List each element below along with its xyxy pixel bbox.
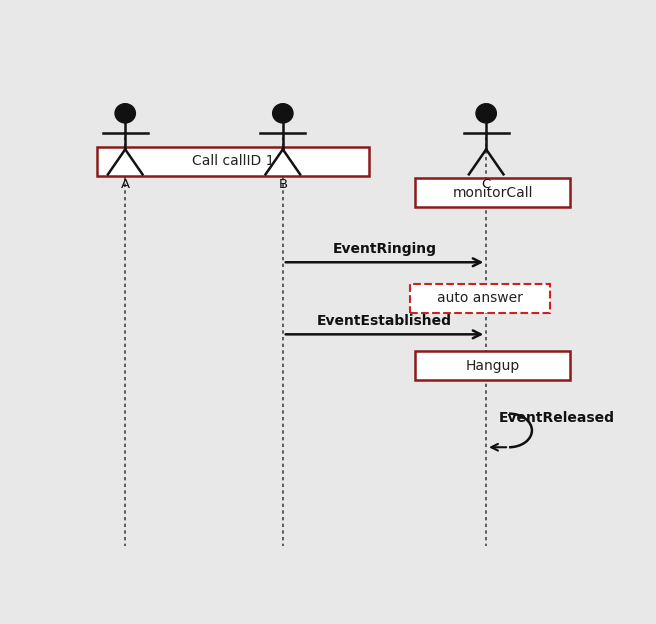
Text: B: B bbox=[278, 178, 287, 191]
Text: Call callID 1: Call callID 1 bbox=[192, 154, 274, 168]
Text: EventReleased: EventReleased bbox=[499, 411, 615, 426]
Bar bbox=[410, 284, 550, 313]
Circle shape bbox=[476, 104, 497, 123]
Bar bbox=[415, 178, 570, 207]
Text: C: C bbox=[482, 178, 491, 191]
Text: Hangup: Hangup bbox=[465, 359, 520, 373]
Text: EventRinging: EventRinging bbox=[333, 242, 436, 256]
Text: A: A bbox=[121, 178, 130, 191]
Bar bbox=[97, 147, 369, 176]
Text: auto answer: auto answer bbox=[437, 291, 523, 305]
Text: EventEstablished: EventEstablished bbox=[317, 314, 452, 328]
Text: monitorCall: monitorCall bbox=[452, 185, 533, 200]
Bar bbox=[415, 351, 570, 380]
Circle shape bbox=[273, 104, 293, 123]
Circle shape bbox=[115, 104, 135, 123]
